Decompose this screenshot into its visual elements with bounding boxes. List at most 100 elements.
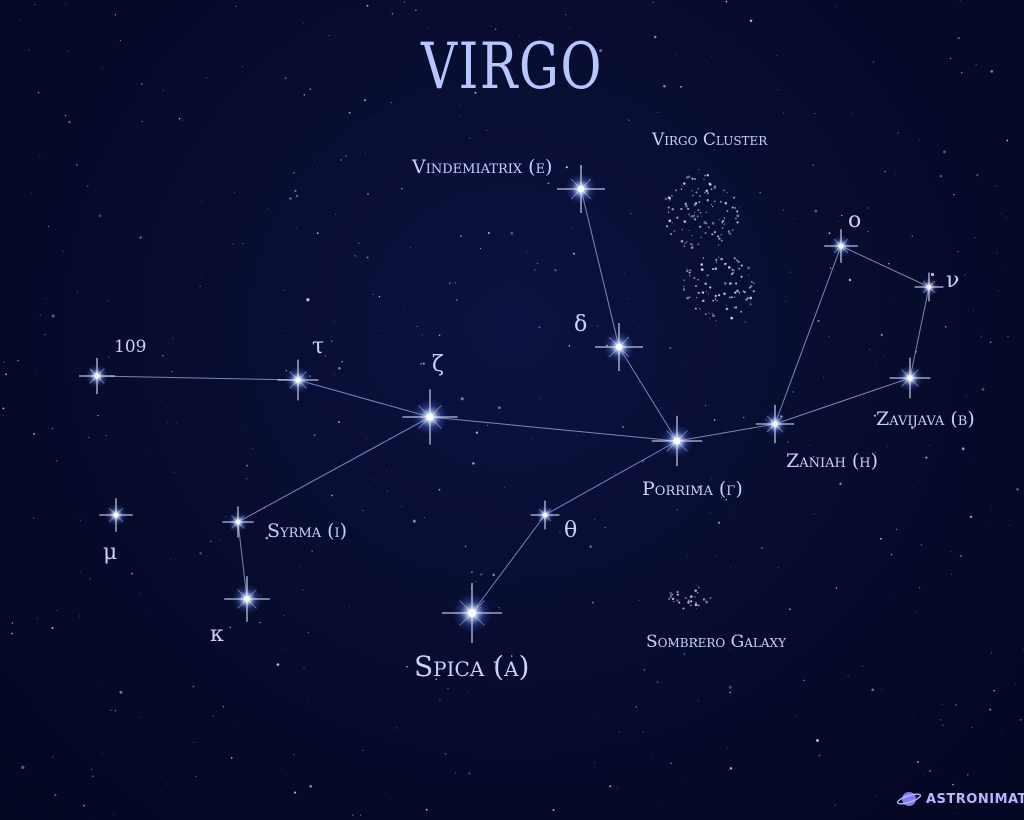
background-star	[302, 589, 304, 591]
background-star	[942, 703, 944, 705]
virgo-cluster-dot	[746, 296, 749, 299]
background-star	[364, 99, 367, 102]
background-star	[565, 14, 567, 16]
background-star	[108, 356, 110, 358]
background-star	[119, 690, 123, 694]
background-star	[294, 791, 297, 794]
background-star	[45, 298, 47, 300]
background-star	[749, 19, 753, 22]
background-star	[44, 334, 46, 336]
background-star	[670, 642, 673, 645]
virgo-cluster-dot	[712, 268, 714, 271]
virgo-cluster-dot	[713, 200, 716, 203]
virgo-cluster-dot	[669, 200, 671, 202]
background-star	[974, 462, 976, 464]
background-star	[54, 793, 57, 797]
background-star	[475, 581, 477, 583]
background-star	[812, 164, 815, 166]
virgo-cluster-dot	[671, 207, 675, 211]
label-zeta: ζ	[432, 352, 444, 377]
virgo-cluster-dot	[688, 229, 690, 232]
background-star	[621, 425, 625, 429]
background-star	[98, 214, 102, 218]
virgo-cluster-dot	[723, 223, 726, 226]
background-star	[416, 325, 418, 327]
background-star	[338, 421, 340, 423]
background-star	[726, 747, 728, 749]
background-star	[950, 551, 952, 553]
background-star	[806, 498, 808, 499]
background-star	[539, 398, 541, 400]
background-star	[777, 89, 779, 91]
background-star	[246, 477, 248, 480]
background-star	[695, 608, 697, 610]
sombrero-galaxy-dot	[702, 598, 706, 601]
virgo-cluster-dot	[736, 214, 740, 218]
background-star	[509, 754, 511, 755]
background-star	[828, 232, 831, 235]
virgo-cluster-dot	[728, 231, 731, 234]
sombrero-galaxy-dot	[690, 595, 693, 598]
background-star	[717, 521, 721, 525]
background-star	[219, 539, 221, 542]
virgo-cluster-dot	[749, 296, 753, 300]
background-star	[316, 232, 319, 234]
label-delta: δ	[574, 312, 588, 337]
background-star	[283, 614, 286, 617]
background-star	[79, 519, 82, 521]
background-star	[386, 471, 388, 472]
background-star	[352, 435, 353, 436]
background-star	[344, 155, 347, 157]
background-star	[594, 519, 596, 520]
background-star	[222, 706, 225, 708]
background-star	[11, 632, 13, 635]
virgo-cluster-dot	[704, 232, 707, 235]
virgo-cluster-dot	[734, 207, 737, 209]
label-omicron: ο	[848, 208, 862, 233]
background-star	[30, 192, 32, 194]
background-star	[51, 428, 53, 430]
label-vindemiatrix: Vindemiatrix (ε)	[412, 156, 553, 178]
line-tau-109	[96, 375, 299, 381]
background-star	[794, 715, 796, 716]
star-109	[79, 358, 115, 394]
background-star	[872, 61, 874, 63]
background-star	[570, 227, 572, 229]
background-star	[680, 86, 682, 88]
background-star	[146, 611, 148, 613]
background-star	[789, 608, 791, 611]
virgo-cluster-dot	[673, 230, 675, 232]
background-star	[638, 599, 640, 601]
background-star	[176, 422, 178, 424]
virgo-cluster-dot	[748, 287, 751, 289]
background-star	[212, 715, 214, 717]
background-star	[656, 681, 659, 684]
virgo-cluster-dot	[730, 273, 733, 276]
background-star	[526, 250, 528, 252]
background-star	[486, 129, 488, 132]
background-star	[652, 1, 654, 3]
virgo-cluster-dot	[735, 282, 738, 285]
background-star	[112, 814, 114, 815]
background-star	[725, 499, 727, 501]
background-star	[3, 415, 5, 416]
background-star	[284, 76, 287, 80]
brand-logo[interactable]: ASTRONIMATE	[896, 788, 1024, 810]
virgo-cluster-dot	[688, 271, 691, 274]
virgo-cluster-dot	[686, 269, 689, 273]
background-star	[338, 367, 341, 370]
virgo-cluster-dot	[715, 261, 718, 263]
background-star	[776, 55, 778, 56]
background-star	[669, 346, 672, 350]
background-star	[195, 776, 197, 778]
virgo-cluster-dot	[730, 316, 734, 320]
background-star	[695, 585, 697, 586]
background-star	[711, 477, 713, 479]
background-star	[447, 687, 449, 690]
background-star	[173, 471, 175, 474]
virgo-cluster-dot	[689, 269, 692, 272]
background-star	[401, 505, 403, 507]
virgo-cluster-dot	[704, 313, 707, 315]
sombrero-galaxy-dot	[676, 593, 680, 596]
background-star	[166, 448, 167, 449]
